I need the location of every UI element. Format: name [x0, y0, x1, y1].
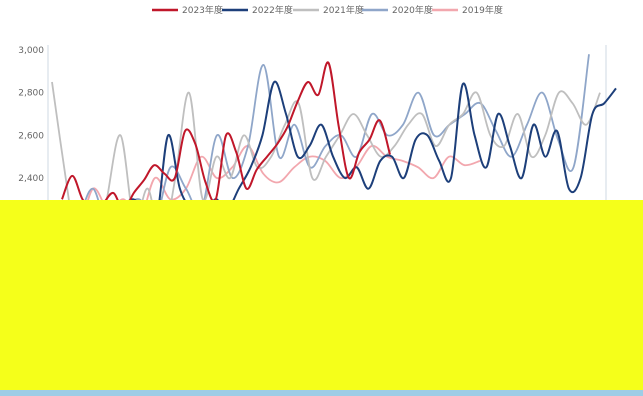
occluding-overlay — [0, 200, 643, 390]
series-line — [61, 61, 391, 212]
y-tick-label: 3,000 — [18, 46, 44, 56]
legend-label: 2023年度 — [182, 4, 223, 16]
y-axis-ticks: 3,000 2,800 2,600 2,400 — [18, 46, 44, 184]
y-tick-label: 2,600 — [18, 131, 44, 141]
legend-label: 2022年度 — [252, 4, 293, 16]
legend: 2023年度 2022年度 2021年度 2020年度 2019年度 — [152, 4, 503, 16]
legend-label: 2020年度 — [392, 4, 433, 16]
y-tick-label: 2,400 — [18, 174, 44, 184]
bottom-strip — [0, 390, 643, 396]
y-tick-label: 2,800 — [18, 89, 44, 99]
legend-label: 2019年度 — [462, 4, 503, 16]
legend-label: 2021年度 — [323, 4, 364, 16]
